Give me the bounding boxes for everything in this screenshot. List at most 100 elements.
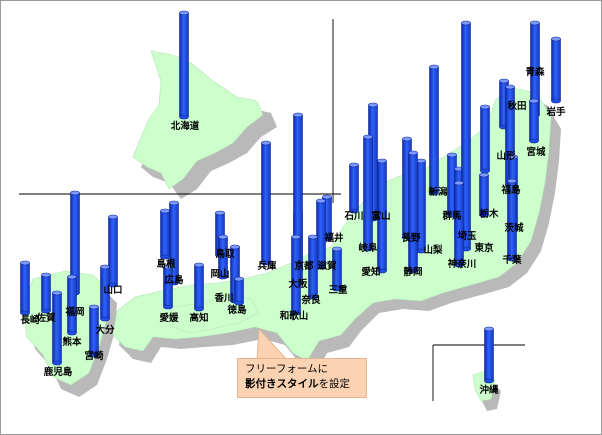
bar-20 xyxy=(363,134,373,252)
bar-cap xyxy=(316,198,326,204)
prefecture-label-11: 長野 xyxy=(401,233,421,244)
bar-32 xyxy=(160,208,170,260)
bar-cap xyxy=(530,20,540,26)
bar-cap xyxy=(179,10,189,16)
bar-cap xyxy=(377,158,387,164)
prefecture-label-0: 北海道 xyxy=(171,120,200,132)
bar-base xyxy=(308,294,318,300)
prefecture-label-2: 岩手 xyxy=(545,106,566,118)
bar-0 xyxy=(179,10,189,120)
bar-40 xyxy=(41,272,51,314)
prefecture-label-36: 徳島 xyxy=(226,304,247,316)
bar-base xyxy=(261,260,271,266)
bar-body xyxy=(67,276,77,334)
bar-cap xyxy=(408,150,418,156)
bar-base xyxy=(89,352,99,358)
bar-19 xyxy=(507,178,517,262)
prefecture-label-5: 山形 xyxy=(496,150,516,162)
callout-bold-text: 影付きスタイル xyxy=(245,378,319,390)
bar-base xyxy=(363,246,373,252)
bar-cap xyxy=(461,20,471,26)
bar-base xyxy=(408,268,418,274)
bar-base xyxy=(218,274,228,280)
prefecture-label-18: 神奈川 xyxy=(448,258,477,270)
bar-body xyxy=(234,278,244,304)
bar-4 xyxy=(529,98,539,144)
bar-cap xyxy=(169,200,179,206)
bar-body xyxy=(349,164,359,212)
bar-cap xyxy=(194,262,204,268)
bar-cap xyxy=(215,210,225,216)
bar-cap xyxy=(41,272,51,278)
bar-cap xyxy=(67,274,77,280)
bar-44 xyxy=(89,304,99,358)
bar-cap xyxy=(322,194,332,200)
bar-cap xyxy=(332,246,342,252)
bar-cap xyxy=(508,154,518,160)
prefecture-label-1: 青森 xyxy=(525,66,545,78)
bar-cap xyxy=(108,214,118,220)
bar-34 xyxy=(108,214,118,288)
callout-box: フリーフォームに 影付きスタイルを設定 xyxy=(237,358,367,398)
prefecture-label-30: 鳥取 xyxy=(215,248,235,260)
bar-base xyxy=(551,98,561,104)
bar-body xyxy=(484,328,494,382)
bar-cap xyxy=(52,290,62,296)
prefecture-label-42: 大分 xyxy=(95,324,115,336)
bar-body xyxy=(160,210,170,258)
bar-cap xyxy=(505,84,515,90)
bar-cap xyxy=(447,152,457,158)
bar-body xyxy=(429,66,439,194)
prefecture-label-15: 埼玉 xyxy=(457,230,477,242)
bar-body xyxy=(179,12,189,118)
bar-cap xyxy=(551,36,561,42)
prefecture-label-13: 群馬 xyxy=(441,210,462,222)
bar-body xyxy=(108,216,118,286)
prefecture-label-14: 栃木 xyxy=(479,208,499,220)
bar-base xyxy=(67,330,77,336)
bar-body xyxy=(363,136,373,250)
prefecture-label-6: 福島 xyxy=(500,184,521,196)
bar-1 xyxy=(551,36,561,104)
prefecture-label-16: 茨城 xyxy=(504,222,524,234)
bar-cap xyxy=(100,264,110,270)
prefecture-label-29: 兵庫 xyxy=(257,260,277,272)
bar-14 xyxy=(479,172,489,218)
bar-body xyxy=(163,266,173,308)
bar-base xyxy=(163,304,173,310)
bar-base xyxy=(480,168,490,174)
bar-base xyxy=(484,378,494,384)
bar-37 xyxy=(163,264,173,310)
bar-base xyxy=(20,310,30,316)
bar-cap xyxy=(89,304,99,310)
bar-22 xyxy=(377,158,387,274)
bar-cap xyxy=(529,98,539,104)
prefecture-label-27: 奈良 xyxy=(300,294,321,306)
bar-46 xyxy=(484,326,494,384)
bar-cap xyxy=(454,180,464,186)
prefecture-label-26: 大阪 xyxy=(288,278,308,290)
bar-28 xyxy=(291,234,301,316)
prefecture-label-19: 千葉 xyxy=(502,254,522,266)
prefecture-label-46: 沖縄 xyxy=(479,384,499,396)
bar-27 xyxy=(308,234,318,300)
prefecture-label-45: 鹿児島 xyxy=(43,366,73,378)
prefecture-label-43: 熊本 xyxy=(62,336,82,348)
bar-body xyxy=(529,100,539,142)
bar-body xyxy=(20,262,30,314)
bar-base xyxy=(507,256,517,262)
bar-21 xyxy=(408,150,418,274)
bar-cap xyxy=(70,190,80,196)
bar-cap xyxy=(363,134,373,140)
bar-29 xyxy=(261,140,271,266)
bar-cap xyxy=(230,244,240,250)
prefecture-label-41: 長崎 xyxy=(20,314,40,326)
bar-43 xyxy=(67,274,77,336)
prefecture-label-7: 新潟 xyxy=(428,186,448,198)
bar-base xyxy=(179,114,189,120)
bar-42 xyxy=(100,264,110,322)
bar-base xyxy=(52,360,62,366)
bar-cap xyxy=(308,234,318,240)
